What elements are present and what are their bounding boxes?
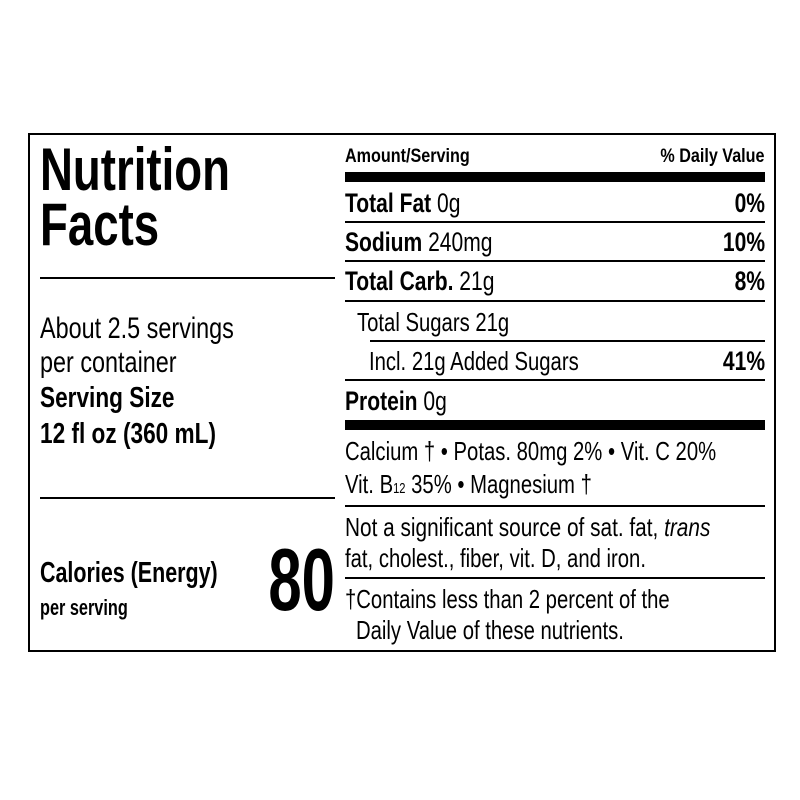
not-significant-line-1: Not a significant source of sat. fat, tr… <box>345 512 711 542</box>
divider <box>345 577 765 579</box>
not-significant-line-2: fat, cholest., fiber, vit. D, and iron. <box>345 543 646 573</box>
vitamins-line-2: Vit. B12 35% • Magnesium † <box>345 469 592 499</box>
divider <box>345 260 765 262</box>
footnote-line-2: Daily Value of these nutrients. <box>356 615 624 645</box>
divider <box>370 340 765 342</box>
dv-total-fat: 0% <box>734 188 765 218</box>
divider <box>345 379 765 381</box>
nutrient-row-total-sugars: Total Sugars 21g <box>357 307 510 337</box>
title-line-1: Nutrition <box>40 136 230 203</box>
dv-sodium: 10% <box>722 227 765 257</box>
footnote-line-1: †Contains less than 2 percent of the <box>345 584 670 614</box>
divider <box>345 505 765 507</box>
divider <box>345 300 765 302</box>
vitamins-line-1: Calcium † • Potas. 80mg 2% • Vit. C 20% <box>345 436 717 466</box>
thick-bar <box>345 172 765 182</box>
nutrient-row-sodium: Sodium 240mg <box>345 227 493 257</box>
nutrition-facts-panel <box>28 133 776 652</box>
divider <box>345 221 765 223</box>
nutrient-row-total-fat: Total Fat 0g <box>345 188 461 218</box>
nutrient-row-added-sugars: Incl. 21g Added Sugars <box>369 346 579 376</box>
thick-bar <box>345 420 765 430</box>
serving-size-value: 12 fl oz (360 mL) <box>40 418 216 450</box>
header-daily-value: % Daily Value <box>660 146 765 167</box>
serving-size-label: Serving Size <box>40 382 175 414</box>
nutrient-row-protein: Protein 0g <box>345 386 447 416</box>
servings-per-container-2: per container <box>40 346 177 379</box>
dv-total-carb: 8% <box>734 266 765 296</box>
calories-value: 80 <box>268 530 335 629</box>
nutrient-row-total-carb: Total Carb. 21g <box>345 266 495 296</box>
header-amount: Amount/Serving <box>345 146 470 167</box>
dv-added-sugars: 41% <box>722 346 765 376</box>
servings-per-container: About 2.5 servings <box>40 312 234 345</box>
calories-sublabel: per serving <box>40 595 128 620</box>
divider <box>40 277 335 279</box>
divider <box>40 497 335 499</box>
calories-label: Calories (Energy) <box>40 557 218 589</box>
title-line-2: Facts <box>40 191 160 258</box>
